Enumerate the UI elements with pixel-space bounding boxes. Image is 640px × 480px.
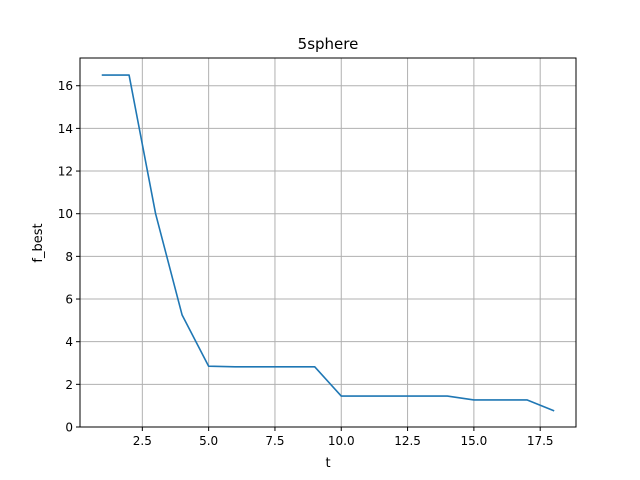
y-axis-ticks: 0 2 4 6 8 10 12 14 16 [58,79,80,435]
y-tick-label: 10 [58,207,73,221]
y-axis-label: f_best [31,223,46,262]
x-axis-label: t [325,456,330,471]
y-tick-label: 2 [65,378,73,392]
x-tick-label: 5.0 [199,434,218,448]
plot-frame [79,57,577,428]
x-tick-label: 10.0 [328,434,355,448]
x-axis-ticks: 2.5 5.0 7.5 10.0 12.5 15.0 17.5 [133,427,554,448]
grid [80,58,576,428]
y-tick-label: 16 [58,79,73,93]
x-tick-label: 12.5 [394,434,421,448]
x-tick-label: 2.5 [133,434,152,448]
y-tick-label: 6 [65,293,73,307]
series-layer [101,74,555,412]
y-tick-label: 12 [58,165,73,179]
y-tick-label: 14 [58,122,73,136]
x-tick-label: 7.5 [265,434,284,448]
chart-title: 5sphere [298,35,359,53]
y-tick-label: 0 [65,421,73,435]
y-tick-label: 8 [65,250,73,264]
y-tick-label: 4 [65,335,73,349]
x-tick-label: 17.5 [527,434,554,448]
series-line [101,74,555,412]
x-tick-label: 15.0 [461,434,488,448]
